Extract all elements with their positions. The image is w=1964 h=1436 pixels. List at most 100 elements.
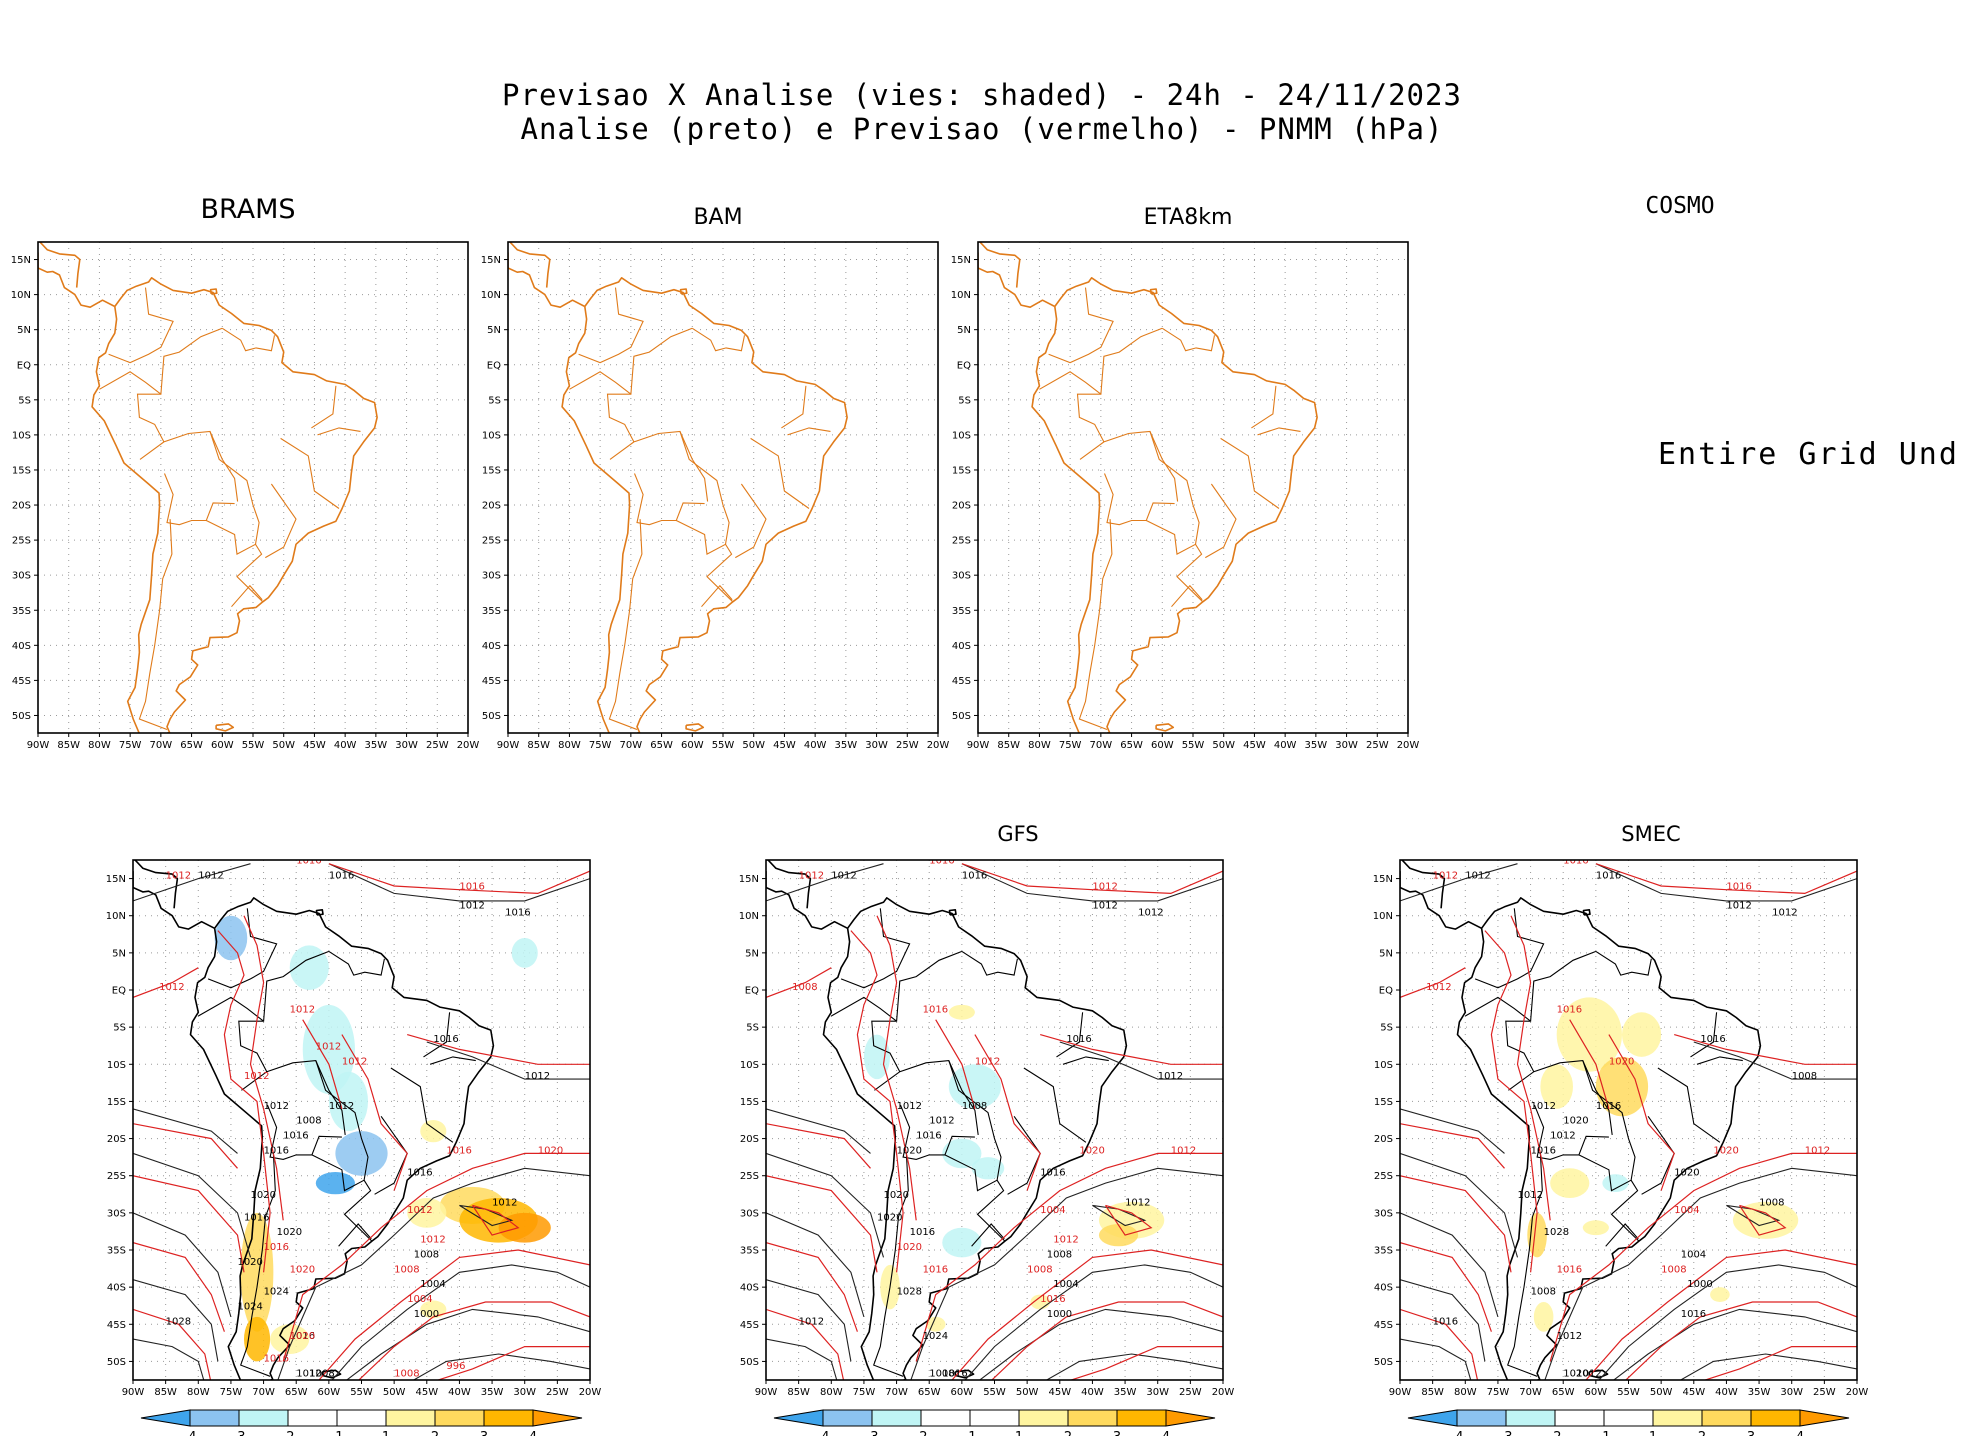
isobar-label-analysis: 1016 (505, 908, 530, 919)
isobar-label-forecast: 1012 (316, 1041, 341, 1052)
analysis-contours (766, 863, 1223, 1380)
analysis-isobar (1400, 1279, 1486, 1362)
bias-patch (1621, 1012, 1662, 1057)
colorbar-label: 1 (1015, 1430, 1023, 1436)
y-tick-label: 5N (745, 948, 759, 959)
forecast-isobar (850, 930, 904, 1273)
x-tick-label: 80W (1028, 740, 1051, 751)
bias-patch (315, 1172, 355, 1195)
isobar-label-analysis: 1012 (492, 1197, 517, 1208)
x-tick-label: 80W (1454, 1387, 1477, 1398)
isobar-label-analysis: 1008 (1531, 1287, 1556, 1298)
x-tick-label: 65W (1120, 740, 1143, 751)
x-tick-label: 30W (1335, 740, 1358, 751)
border-line (1696, 1056, 1743, 1065)
plot-frame (507, 241, 939, 734)
isobar-label-analysis: 1016 (916, 1131, 941, 1142)
x-tick-label: 45W (1682, 1387, 1705, 1398)
caribbean-coast (978, 242, 1021, 288)
y-tick-label: 45S (107, 1320, 126, 1331)
coastline (1031, 276, 1318, 733)
isobar-label-forecast: 1020 (290, 1331, 315, 1342)
y-tick-label: 15S (107, 1097, 126, 1108)
forecast-isobar (471, 1204, 520, 1236)
bias-patch (335, 1131, 388, 1176)
y-tick-label: 5N (17, 325, 31, 336)
forecast-isobar (1608, 1034, 1675, 1191)
central-america-coast (133, 871, 215, 930)
y-tick-label: 25S (12, 536, 31, 547)
x-tick-label: 50W (383, 1387, 406, 1398)
forecast-isobar (1400, 1308, 1479, 1380)
y-tick-label: 10N (481, 290, 501, 301)
border-line (840, 908, 911, 989)
isobar-label-analysis: 1012 (1550, 1131, 1575, 1142)
colorbar-arrow-low (1407, 1409, 1458, 1427)
forecast-isobar (991, 1301, 1223, 1380)
x-tick-label: 55W (242, 740, 265, 751)
x-tick-label: 20W (1212, 1387, 1235, 1398)
isobar-label-analysis: 1016 (329, 871, 354, 882)
isobar-label-analysis: 1000 (1047, 1309, 1072, 1320)
y-tick-label: 40S (107, 1283, 126, 1294)
x-tick-label: 40W (804, 740, 827, 751)
panel-title-eta8km: ETA8km (1143, 205, 1233, 230)
y-tick-label: 5S (113, 1023, 126, 1034)
border-line (944, 1154, 998, 1192)
colorbar-label: 2 (1064, 1430, 1072, 1436)
border-line (231, 584, 263, 608)
isobar-label-forecast: 996 (446, 1361, 465, 1372)
border-line (948, 1060, 1006, 1242)
x-tick-label: 90W (1389, 1387, 1412, 1398)
isobar-label-analysis: 1012 (831, 871, 856, 882)
x-tick-label: 80W (88, 740, 111, 751)
y-tick-label: 25S (1374, 1171, 1393, 1182)
y-tick-label: 20S (107, 1134, 126, 1145)
border-line (1162, 327, 1216, 352)
x-tick-label: 35W (1748, 1387, 1771, 1398)
colorbar-label: -1 (964, 1430, 977, 1436)
border-line (633, 473, 705, 526)
border-line (1582, 1060, 1640, 1242)
forecast-isobar (1484, 930, 1538, 1273)
isobar-label-analysis: 1012 (897, 1101, 922, 1112)
isobar-label-analysis: 1008 (962, 1101, 987, 1112)
forecast-isobar (133, 1242, 225, 1332)
colorbar-label: 2 (1698, 1430, 1706, 1436)
y-tick-label: 20S (482, 501, 501, 512)
island-outline (679, 288, 688, 295)
colorbar-label: -2 (1549, 1430, 1562, 1436)
x-tick-label: 45W (773, 740, 796, 751)
bias-patch (1540, 1064, 1574, 1109)
forecast-isobar (1400, 1123, 1505, 1169)
colorbar: -4 -3 -2 -1 1 2 3 4 (140, 1409, 583, 1436)
border-line (209, 431, 264, 603)
bias-patch (971, 1157, 1005, 1180)
figure-title-line-1: Previsao X Analise (vies: shaded) - 24h … (502, 78, 1462, 112)
x-tick-label: 35W (1114, 1387, 1137, 1398)
central-america-coast (766, 871, 848, 930)
y-tick-label: 35S (952, 606, 971, 617)
y-tick-label: 15S (482, 465, 501, 476)
x-tick-label: 85W (1421, 1387, 1444, 1398)
border-line (311, 1154, 365, 1192)
colorbar-segment (1652, 1409, 1703, 1427)
y-tick-label: EQ (112, 986, 126, 997)
analysis-isobar (1595, 863, 1857, 902)
isobar-label-forecast: 1020 (538, 1145, 563, 1156)
isobar-label-analysis: 1016 (1066, 1034, 1091, 1045)
y-tick-label: 50S (12, 711, 31, 722)
forecast-isobar (282, 1152, 590, 1362)
x-tick-label: 70W (1519, 1387, 1542, 1398)
isobar-label-forecast: 1020 (1713, 1145, 1738, 1156)
analysis-isobar (1400, 1338, 1472, 1380)
forecast-isobar (1104, 1204, 1153, 1236)
x-tick-label: 40W (334, 740, 357, 751)
x-tick-label: 50W (742, 740, 765, 751)
border-line (198, 996, 264, 1022)
analysis-isobar (1612, 1308, 1857, 1380)
isobar-label-analysis: 1016 (433, 1034, 458, 1045)
border-line (578, 287, 644, 364)
x-tick-label: 20W (579, 1387, 602, 1398)
